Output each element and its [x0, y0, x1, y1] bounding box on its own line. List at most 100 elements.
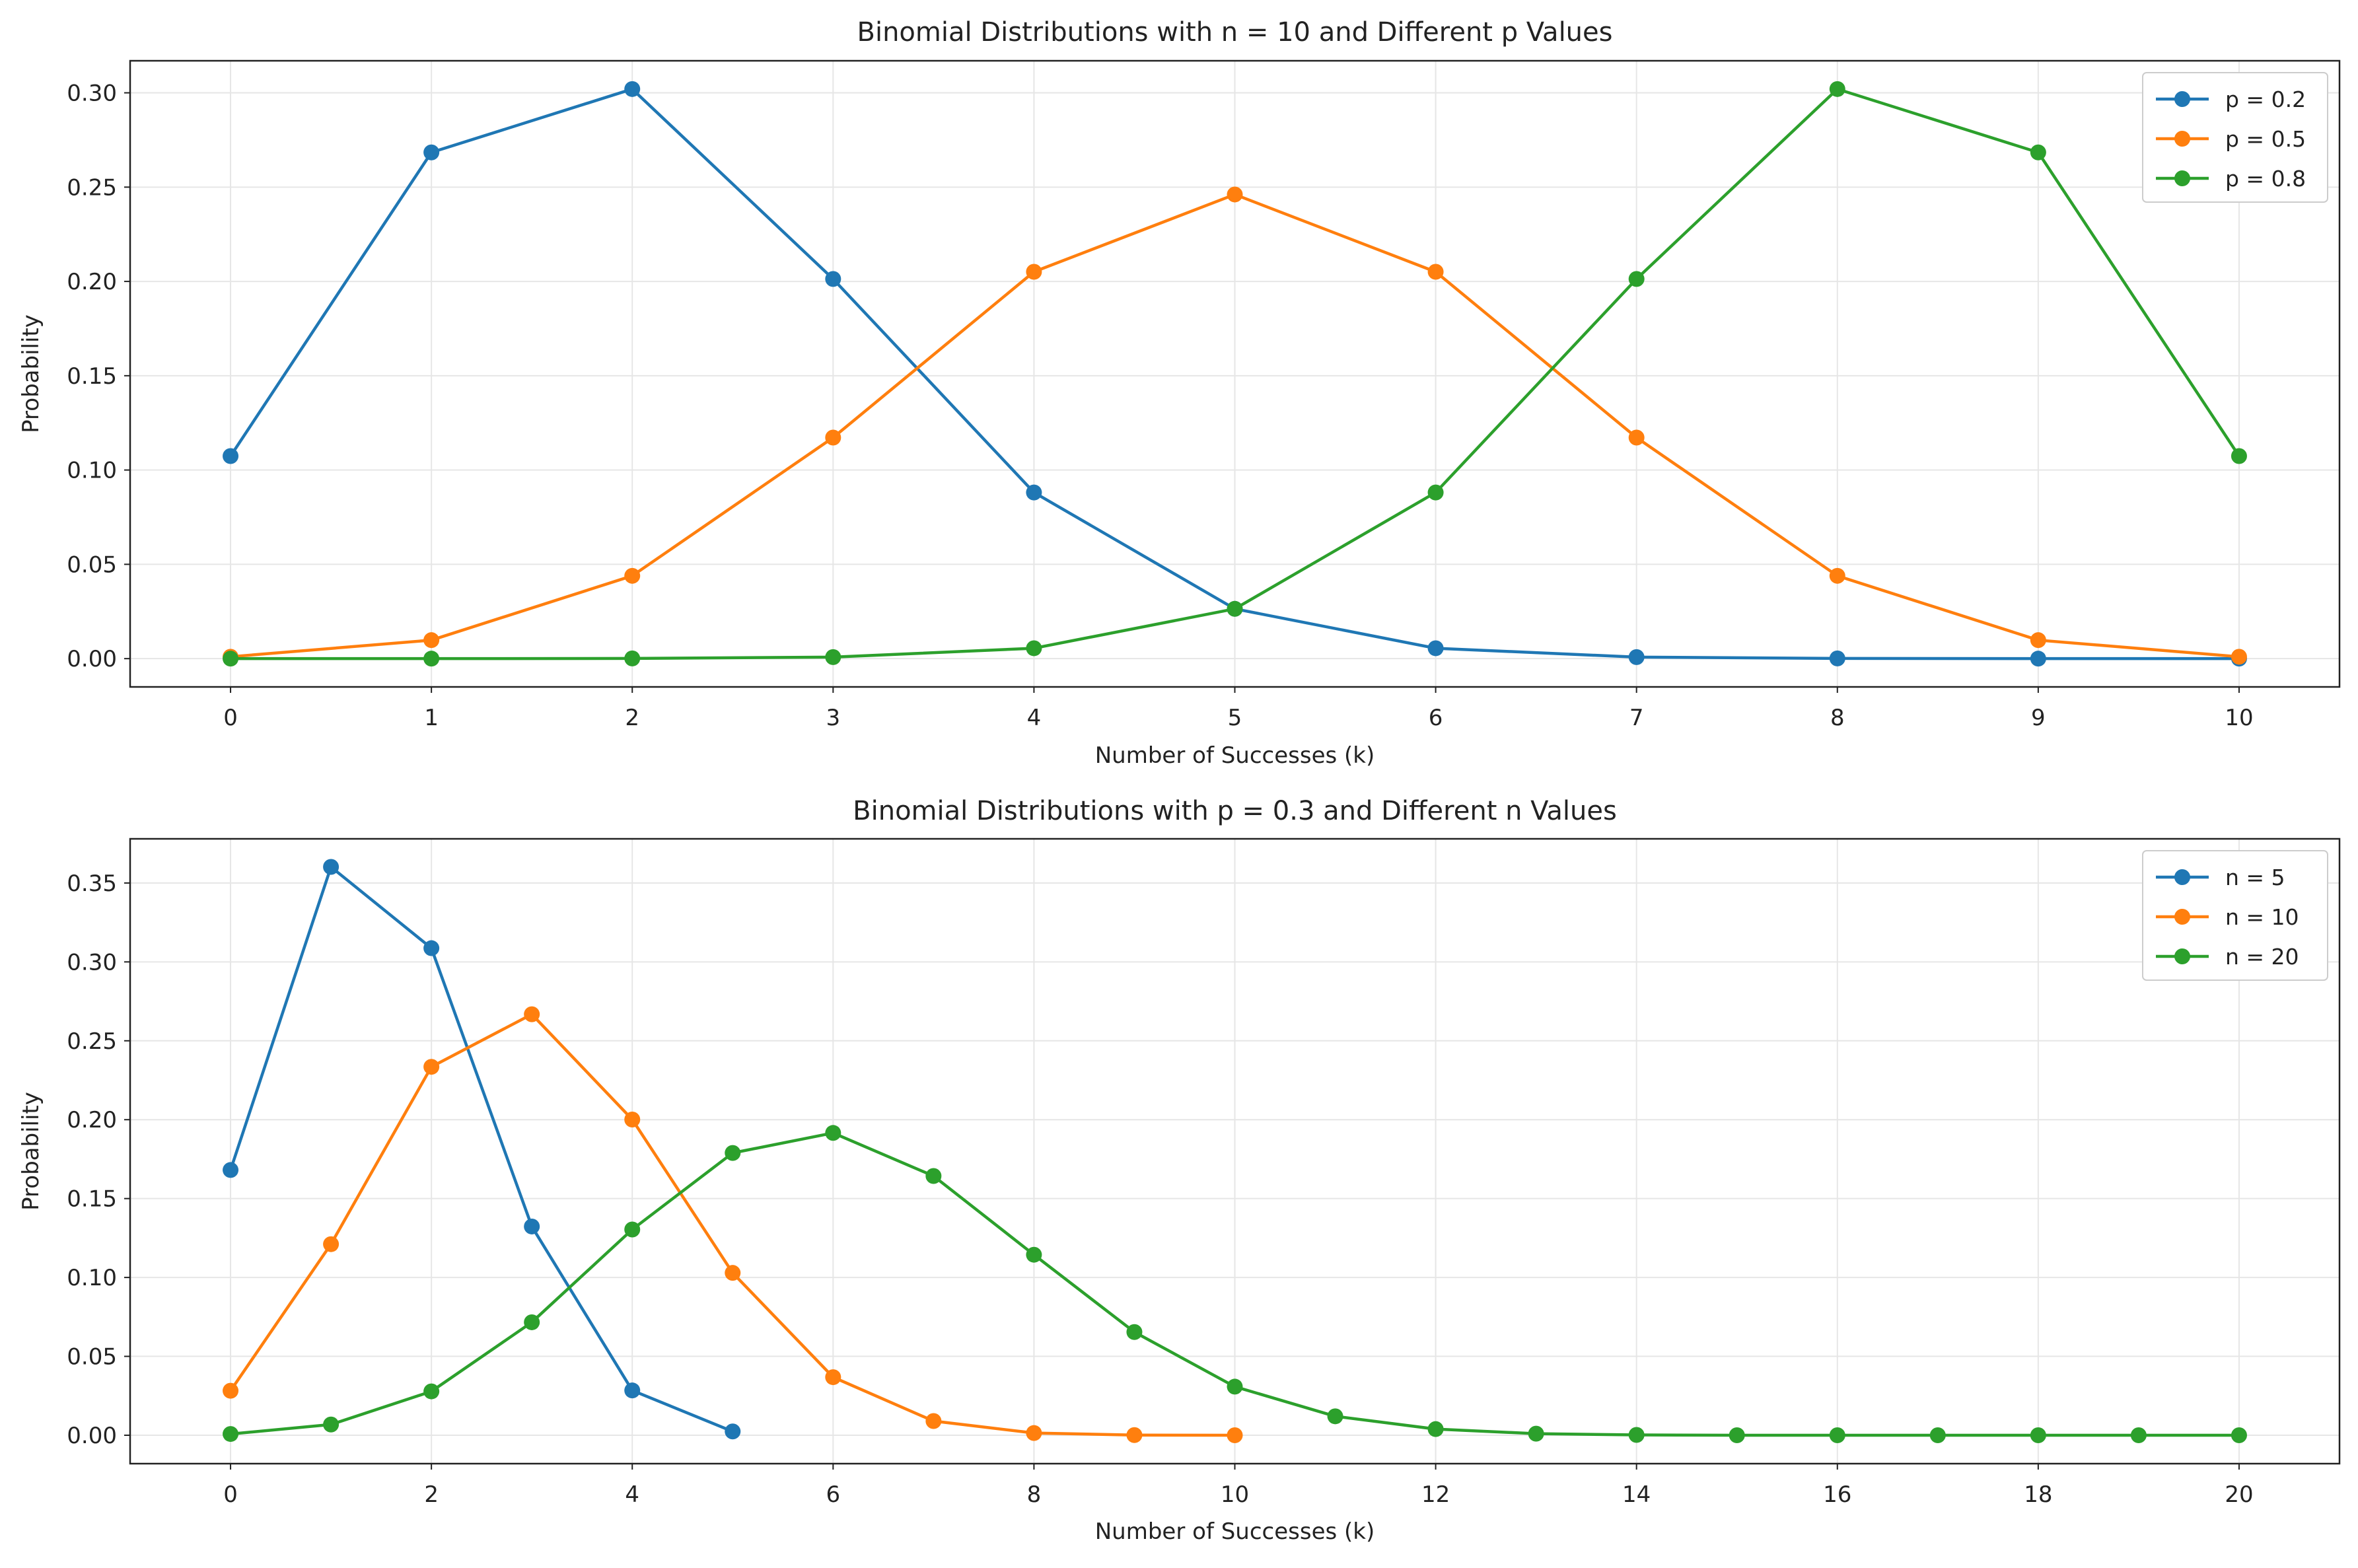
data-point-n-20	[925, 1168, 942, 1184]
legend-label: p = 0.5	[2225, 126, 2306, 152]
legend-label: n = 10	[2225, 904, 2299, 930]
data-point-n-20	[2231, 1427, 2247, 1443]
y-tick-label: 0.35	[67, 871, 117, 897]
x-tick-label: 12	[1421, 1481, 1450, 1508]
data-point-p-0-5	[423, 632, 440, 649]
legend: n = 5 n = 10 n = 20	[2142, 850, 2328, 981]
data-point-n-10	[423, 1059, 440, 1075]
x-tick-label: 20	[2225, 1481, 2253, 1508]
legend-box	[2142, 72, 2328, 203]
data-point-n-5	[624, 1382, 641, 1399]
data-point-n-20	[1929, 1427, 1946, 1443]
x-tick-label: 10	[1221, 1481, 1249, 1508]
data-point-p-0-8	[423, 651, 440, 667]
series-p-0-8	[223, 81, 2247, 667]
legend-label: p = 0.8	[2225, 166, 2306, 192]
legend-marker-p-0-8	[2174, 170, 2190, 186]
data-point-p-0-2	[624, 81, 641, 97]
x-tick-label: 5	[1228, 705, 1242, 731]
data-point-p-0-5	[1026, 264, 1042, 280]
x-tick-label: 2	[625, 705, 639, 731]
data-point-p-0-5	[1427, 264, 1444, 280]
data-point-n-20	[1628, 1427, 1645, 1443]
x-tick-label: 1	[424, 705, 439, 731]
chart-title: Binomial Distributions with p = 0.3 and …	[853, 796, 1617, 826]
y-tick-label: 0.25	[67, 1028, 117, 1055]
data-point-n-5	[323, 859, 339, 875]
data-point-n-20	[323, 1416, 339, 1433]
data-point-n-20	[2130, 1427, 2147, 1443]
data-point-p-0-5	[624, 567, 641, 584]
y-tick-label: 0.20	[67, 1107, 117, 1133]
data-point-p-0-8	[1227, 600, 1243, 617]
data-point-p-0-5	[1829, 567, 1845, 584]
legend: p = 0.2 p = 0.5 p = 0.8	[2142, 72, 2328, 203]
x-tick-label: 14	[1622, 1481, 1651, 1508]
data-point-n-10	[1026, 1425, 1042, 1441]
x-tick-label: 2	[424, 1481, 439, 1508]
data-point-n-20	[825, 1125, 841, 1141]
data-point-n-10	[1227, 1427, 1243, 1443]
y-tick-label: 0.25	[67, 174, 117, 201]
x-tick-label: 16	[1823, 1481, 1851, 1508]
legend-marker-n-20	[2174, 948, 2190, 964]
legend-marker-p-0-5	[2174, 131, 2190, 147]
legend-marker-n-10	[2174, 909, 2190, 925]
x-tick-label: 8	[1830, 705, 1845, 731]
legend-label: n = 20	[2225, 944, 2299, 970]
data-point-p-0-8	[825, 649, 841, 665]
y-tick-label: 0.30	[67, 81, 117, 107]
data-point-p-0-8	[223, 651, 239, 667]
data-point-p-0-2	[1829, 650, 1845, 666]
y-tick-label: 0.15	[67, 363, 117, 390]
legend-label: p = 0.2	[2225, 87, 2306, 112]
x-tick-label: 6	[826, 1481, 840, 1508]
plot-frame	[129, 59, 2341, 688]
data-point-n-20	[1327, 1408, 1343, 1425]
data-point-p-0-2	[1427, 640, 1444, 657]
x-tick-label: 3	[826, 705, 840, 731]
x-axis-label: Number of Successes (k)	[1095, 742, 1375, 769]
legend-marker-n-5	[2174, 869, 2190, 885]
data-point-n-5	[423, 940, 440, 956]
data-point-n-10	[825, 1369, 841, 1386]
x-tick-label: 8	[1027, 1481, 1042, 1508]
data-point-n-20	[624, 1221, 641, 1238]
data-point-n-10	[925, 1413, 942, 1429]
data-point-n-5	[223, 1162, 239, 1178]
y-tick-label: 0.00	[67, 646, 117, 672]
data-point-p-0-8	[1427, 484, 1444, 501]
data-point-n-20	[1126, 1324, 1143, 1340]
data-point-p-0-8	[2231, 448, 2247, 464]
data-point-n-10	[323, 1236, 339, 1252]
x-tick-label: 0	[223, 1481, 238, 1508]
bottom-chart-panel: 0 2 4 6 8 10 12 14 16 18 20 0.00 0.05 0.10 0.15 0.20 0.2…	[18, 796, 2341, 1545]
data-point-p-0-2	[825, 271, 841, 287]
data-point-n-20	[725, 1145, 741, 1161]
data-point-p-0-2	[223, 448, 239, 464]
data-point-p-0-2	[1026, 484, 1042, 501]
data-point-p-0-5	[2030, 632, 2046, 649]
y-tick-label: 0.20	[67, 269, 117, 295]
legend-label: n = 5	[2225, 865, 2285, 890]
series-n-10	[223, 1006, 1243, 1443]
data-point-p-0-2	[423, 144, 440, 160]
x-tick-label: 4	[1027, 705, 1042, 731]
y-tick-label: 0.15	[67, 1186, 117, 1213]
data-point-p-0-5	[1227, 186, 1243, 203]
data-point-n-10	[1126, 1427, 1143, 1443]
y-tick-label: 0.30	[67, 949, 117, 976]
y-tick-label: 0.05	[67, 1344, 117, 1371]
y-tick-label: 0.00	[67, 1423, 117, 1449]
top-chart-panel: 0 1 2 3 4 5 6 7 8 9 10 0.00 0.05 0.10 0.15 0.20 0.25 0.30…	[18, 17, 2341, 769]
data-point-p-0-5	[1628, 429, 1645, 446]
x-tick-label: 7	[1629, 705, 1644, 731]
data-point-p-0-8	[624, 650, 641, 666]
series-line-n-5	[229, 865, 734, 1433]
x-tick-label: 18	[2024, 1481, 2052, 1508]
data-point-p-0-5	[2231, 649, 2247, 665]
x-tick-label: 10	[2225, 705, 2253, 731]
data-point-n-10	[624, 1111, 641, 1127]
data-point-n-20	[1729, 1427, 1745, 1443]
